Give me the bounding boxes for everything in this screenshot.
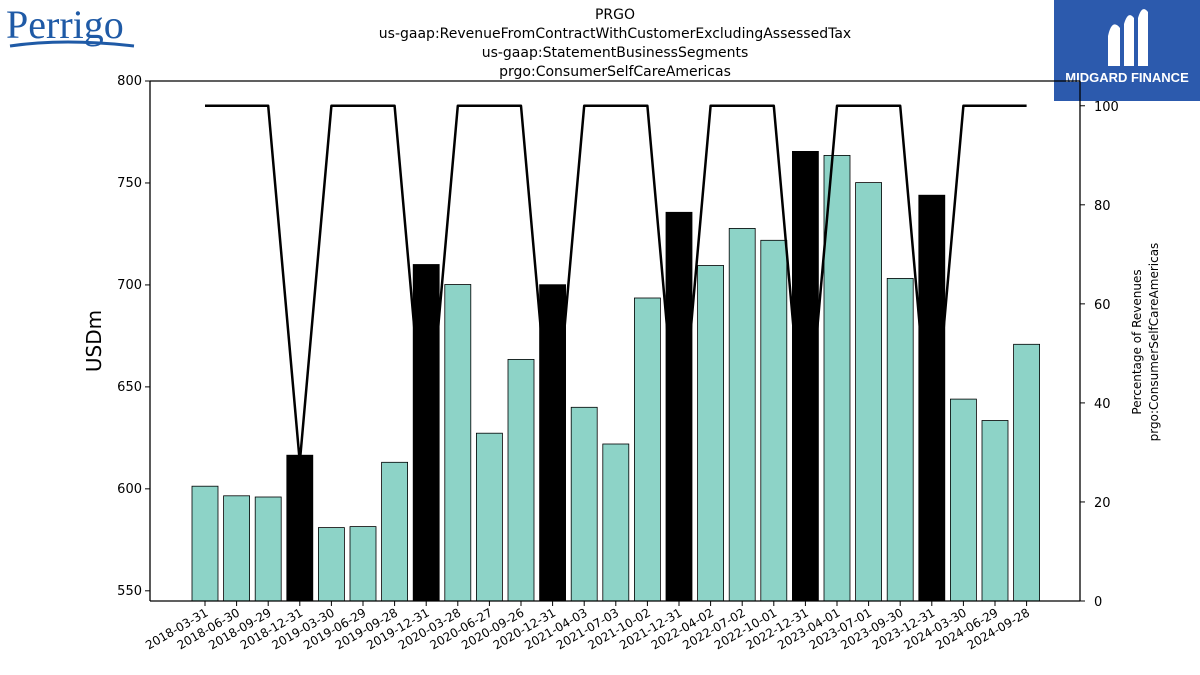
y2-tick-label: 100 [1094, 100, 1119, 115]
title-line-member: prgo:ConsumerSelfCareAmericas [499, 64, 731, 80]
y2-tick-label: 80 [1094, 199, 1111, 214]
bar-2024-09-28 [1013, 343, 1040, 602]
bar-2024-03-30 [950, 398, 977, 602]
y2-axis-label: prgo:ConsumerSelfCareAmericas [1147, 243, 1161, 442]
title-line-ticker: PRGO [594, 7, 636, 23]
bar-2018-12-31 [286, 454, 314, 602]
bar-2020-12-31 [539, 284, 566, 602]
bar-2019-06-29 [349, 526, 377, 602]
bar-2020-03-28 [444, 284, 472, 602]
title-line-axis: us-gaap:StatementBusinessSegments [481, 45, 749, 61]
y-tick-label: 750 [117, 176, 142, 191]
bar-2023-07-01 [855, 182, 882, 602]
y-tick-label: 550 [117, 584, 142, 599]
bar-2019-09-28 [381, 461, 409, 602]
bar-2022-07-02 [728, 227, 756, 602]
bar-2021-04-03 [570, 406, 598, 602]
bar-2022-12-31 [792, 150, 819, 602]
y2-tick-label: 40 [1094, 397, 1111, 412]
y2-tick-label: 20 [1094, 496, 1111, 511]
y2-tick-label: 60 [1094, 298, 1111, 313]
y2-tick-label: 0 [1094, 595, 1102, 610]
bars-layer [191, 150, 1040, 602]
bar-2018-03-31 [191, 485, 219, 602]
y-tick-label: 650 [117, 380, 142, 395]
bar-2019-12-31 [412, 264, 440, 602]
bar-2020-09-26 [507, 358, 535, 602]
y-tick-label: 600 [117, 482, 142, 497]
title-line-concept: us-gaap:RevenueFromContractWithCustomerE… [378, 26, 852, 42]
bar-2018-09-29 [254, 496, 282, 602]
bar-2022-04-02 [697, 265, 724, 602]
perrigo-logo-text: Perrigo [6, 2, 124, 47]
bar-2024-06-29 [981, 420, 1009, 602]
y-tick-label: 800 [117, 74, 142, 89]
perrigo-logo: Perrigo [4, 2, 139, 54]
chart-title: PRGO us-gaap:RevenueFromContractWithCust… [0, 6, 1200, 82]
bar-2020-06-27 [475, 432, 503, 602]
y-tick-label: 700 [117, 278, 142, 293]
line-layer [204, 104, 1027, 464]
bar-2023-09-30 [886, 277, 914, 602]
y-axis-label: USDm [82, 310, 106, 372]
bar-2023-12-31 [918, 194, 946, 602]
bar-2022-10-01 [760, 239, 788, 602]
bar-2021-10-02 [634, 297, 661, 602]
midgard-logo-text: MIDGARD FINANCE [1065, 70, 1189, 85]
bar-2018-06-30 [223, 495, 251, 602]
bar-2019-03-30 [317, 527, 345, 602]
y2-axis-label: Percentage of Revenues [1130, 269, 1144, 414]
bar-2021-12-31 [665, 211, 693, 602]
bar-2021-07-03 [602, 443, 630, 602]
midgard-logo: MIDGARD FINANCE [1054, 0, 1200, 101]
